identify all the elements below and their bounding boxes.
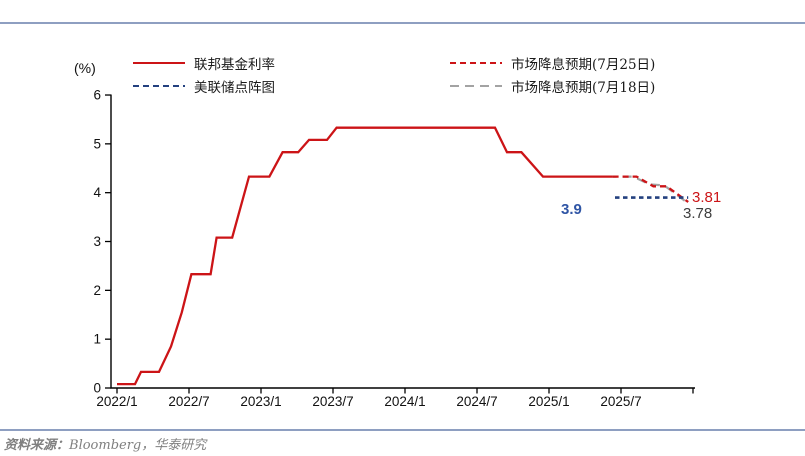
series-2-line xyxy=(612,175,689,203)
legend-item-market-cut-jul18: 市场降息预期(7月18日) xyxy=(450,79,656,96)
y-tick-label: 0 xyxy=(93,381,101,396)
legend-label: 市场降息预期(7月25日) xyxy=(511,57,656,73)
series-0-line xyxy=(117,126,613,386)
legend-label: 市场降息预期(7月18日) xyxy=(511,80,656,96)
y-tick-label: 4 xyxy=(93,185,101,200)
y-tick-label: 3 xyxy=(93,234,101,249)
legend-item-fed-funds-rate: 联邦基金利率 xyxy=(133,56,275,73)
y-axis-unit-label: (%) xyxy=(74,60,96,76)
x-tick-label: 2022/7 xyxy=(168,394,209,409)
legend-item-fed-dot-plot: 美联储点阵图 xyxy=(133,79,275,96)
y-tick-label: 1 xyxy=(93,332,101,347)
annotation-jul18-end-value: 3.78 xyxy=(683,205,713,222)
source-note: 资料来源：Bloomberg，华泰研究 xyxy=(4,434,206,453)
x-tick-label: 2023/7 xyxy=(312,394,353,409)
top-accent-rule xyxy=(0,22,805,24)
legend-line-solid-red xyxy=(133,62,185,64)
series-3-line xyxy=(612,175,689,205)
x-tick-label: 2024/7 xyxy=(456,394,497,409)
x-tick-label: 2023/1 xyxy=(240,394,281,409)
chart-card xyxy=(57,35,745,411)
y-tick-label: 6 xyxy=(93,88,101,103)
legend-line-dashed-blue xyxy=(133,84,185,88)
annotation-dot-plot-value: 3.9 xyxy=(561,201,582,218)
legend-label: 联邦基金利率 xyxy=(194,57,275,73)
y-tick-label: 5 xyxy=(93,136,101,151)
legend-line-dashed-gray xyxy=(450,84,502,88)
x-tick-label: 2025/1 xyxy=(528,394,569,409)
source-note-prefix: 资料来源： xyxy=(4,438,70,453)
legend-line-dashed-red xyxy=(450,61,502,65)
annotation-jul25-end-value: 3.81 xyxy=(692,189,722,206)
x-tick-label: 2022/1 xyxy=(96,394,137,409)
source-note-body: Bloomberg，华泰研究 xyxy=(69,438,207,453)
axes-spines xyxy=(110,94,695,389)
legend-label: 美联储点阵图 xyxy=(194,80,275,96)
y-tick-label: 2 xyxy=(93,283,101,298)
x-tick-label: 2025/7 xyxy=(600,394,641,409)
legend-item-market-cut-jul25: 市场降息预期(7月25日) xyxy=(450,56,656,73)
footer-accent-rule xyxy=(0,429,805,431)
x-tick-label: 2024/1 xyxy=(384,394,425,409)
